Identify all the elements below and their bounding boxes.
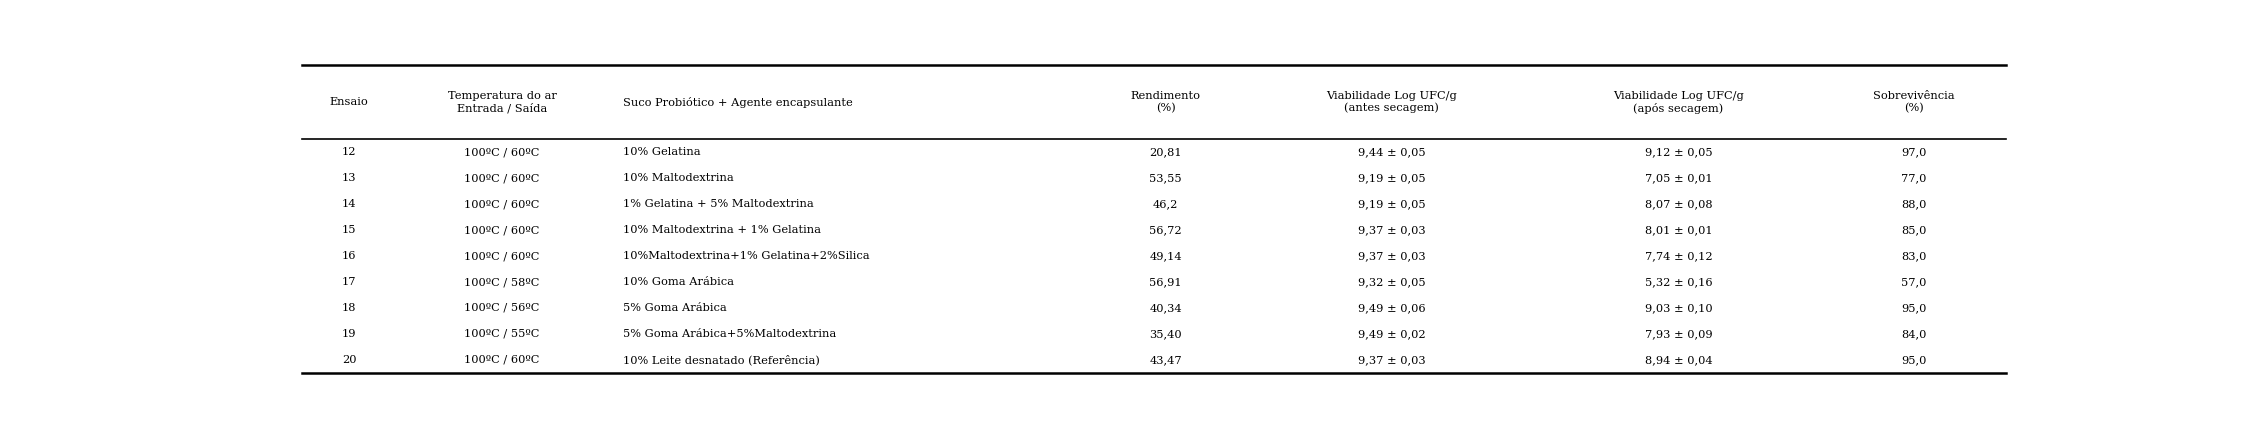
Text: 100ºC / 60ºC: 100ºC / 60ºC (464, 251, 540, 261)
Text: 19: 19 (342, 329, 356, 339)
Text: 5,32 ± 0,16: 5,32 ± 0,16 (1644, 277, 1712, 287)
Text: Rendimento
(%): Rendimento (%) (1131, 91, 1200, 113)
Text: 57,0: 57,0 (1901, 277, 1925, 287)
Text: 83,0: 83,0 (1901, 251, 1925, 261)
Text: 9,44 ± 0,05: 9,44 ± 0,05 (1358, 147, 1426, 157)
Text: 9,19 ± 0,05: 9,19 ± 0,05 (1358, 173, 1426, 183)
Text: 13: 13 (342, 173, 356, 183)
Text: 53,55: 53,55 (1149, 173, 1182, 183)
Text: 5% Goma Arábica: 5% Goma Arábica (622, 303, 727, 313)
Text: 100ºC / 60ºC: 100ºC / 60ºC (464, 355, 540, 365)
Text: 14: 14 (342, 199, 356, 209)
Text: 20,81: 20,81 (1149, 147, 1182, 157)
Text: 15: 15 (342, 225, 356, 235)
Text: 49,14: 49,14 (1149, 251, 1182, 261)
Text: 7,05 ± 0,01: 7,05 ± 0,01 (1644, 173, 1712, 183)
Text: Suco Probiótico + Agente encapsulante: Suco Probiótico + Agente encapsulante (622, 97, 851, 108)
Text: Ensaio: Ensaio (329, 97, 369, 107)
Text: 10% Leite desnatado (Referência): 10% Leite desnatado (Referência) (622, 355, 820, 365)
Text: 9,49 ± 0,02: 9,49 ± 0,02 (1358, 329, 1426, 339)
Text: 9,12 ± 0,05: 9,12 ± 0,05 (1644, 147, 1712, 157)
Text: 100ºC / 60ºC: 100ºC / 60ºC (464, 225, 540, 235)
Text: 1% Gelatina + 5% Maltodextrina: 1% Gelatina + 5% Maltodextrina (622, 199, 813, 209)
Text: 88,0: 88,0 (1901, 199, 1925, 209)
Text: 9,03 ± 0,10: 9,03 ± 0,10 (1644, 303, 1712, 313)
Text: 97,0: 97,0 (1901, 147, 1925, 157)
Text: 9,19 ± 0,05: 9,19 ± 0,05 (1358, 199, 1426, 209)
Text: 77,0: 77,0 (1901, 173, 1925, 183)
Text: 12: 12 (342, 147, 356, 157)
Text: 100ºC / 55ºC: 100ºC / 55ºC (464, 329, 540, 339)
Text: 56,72: 56,72 (1149, 225, 1182, 235)
Text: 7,74 ± 0,12: 7,74 ± 0,12 (1644, 251, 1712, 261)
Text: 9,49 ± 0,06: 9,49 ± 0,06 (1358, 303, 1426, 313)
Text: 95,0: 95,0 (1901, 303, 1925, 313)
Text: 95,0: 95,0 (1901, 355, 1925, 365)
Text: 9,37 ± 0,03: 9,37 ± 0,03 (1358, 251, 1426, 261)
Text: 18: 18 (342, 303, 356, 313)
Text: Sobrevivência
(%): Sobrevivência (%) (1874, 91, 1955, 113)
Text: 9,37 ± 0,03: 9,37 ± 0,03 (1358, 355, 1426, 365)
Text: 10% Maltodextrina + 1% Gelatina: 10% Maltodextrina + 1% Gelatina (622, 225, 820, 235)
Text: 20: 20 (342, 355, 356, 365)
Text: 8,94 ± 0,04: 8,94 ± 0,04 (1644, 355, 1712, 365)
Text: 100ºC / 60ºC: 100ºC / 60ºC (464, 199, 540, 209)
Text: Temperatura do ar
Entrada / Saída: Temperatura do ar Entrada / Saída (448, 91, 556, 113)
Text: 8,07 ± 0,08: 8,07 ± 0,08 (1644, 199, 1712, 209)
Text: 100ºC / 58ºC: 100ºC / 58ºC (464, 277, 540, 287)
Text: 100ºC / 60ºC: 100ºC / 60ºC (464, 173, 540, 183)
Text: 56,91: 56,91 (1149, 277, 1182, 287)
Text: 40,34: 40,34 (1149, 303, 1182, 313)
Text: 8,01 ± 0,01: 8,01 ± 0,01 (1644, 225, 1712, 235)
Text: 9,32 ± 0,05: 9,32 ± 0,05 (1358, 277, 1426, 287)
Text: 10% Gelatina: 10% Gelatina (622, 147, 700, 157)
Text: 10% Goma Arábica: 10% Goma Arábica (622, 277, 734, 287)
Text: 7,93 ± 0,09: 7,93 ± 0,09 (1644, 329, 1712, 339)
Text: 5% Goma Arábica+5%Maltodextrina: 5% Goma Arábica+5%Maltodextrina (622, 329, 835, 339)
Text: Viabilidade Log UFC/g
(antes secagem): Viabilidade Log UFC/g (antes secagem) (1326, 91, 1457, 113)
Text: 17: 17 (342, 277, 356, 287)
Text: 16: 16 (342, 251, 356, 261)
Text: 84,0: 84,0 (1901, 329, 1925, 339)
Text: 46,2: 46,2 (1153, 199, 1178, 209)
Text: 10% Maltodextrina: 10% Maltodextrina (622, 173, 734, 183)
Text: 85,0: 85,0 (1901, 225, 1925, 235)
Text: 43,47: 43,47 (1149, 355, 1182, 365)
Text: 100ºC / 56ºC: 100ºC / 56ºC (464, 303, 540, 313)
Text: 10%Maltodextrina+1% Gelatina+2%Silica: 10%Maltodextrina+1% Gelatina+2%Silica (622, 251, 869, 261)
Text: 100ºC / 60ºC: 100ºC / 60ºC (464, 147, 540, 157)
Text: 35,40: 35,40 (1149, 329, 1182, 339)
Text: 9,37 ± 0,03: 9,37 ± 0,03 (1358, 225, 1426, 235)
Text: Viabilidade Log UFC/g
(após secagem): Viabilidade Log UFC/g (após secagem) (1612, 91, 1743, 114)
